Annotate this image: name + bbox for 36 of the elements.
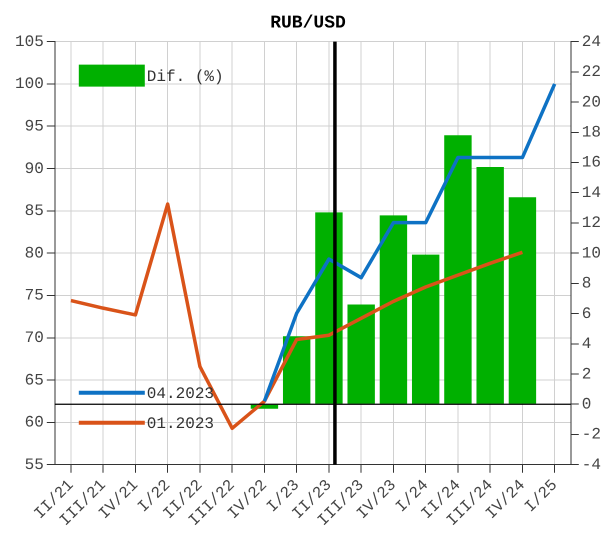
- y-tick-label: 60: [24, 414, 44, 432]
- y-tick-label: 85: [24, 202, 44, 220]
- y-tick-label: 105: [14, 32, 44, 51]
- y2-tick-label: 2: [582, 365, 592, 384]
- chart-title: RUB/USD: [270, 13, 346, 34]
- y-tick-label: 95: [24, 117, 44, 136]
- y-tick-label: 65: [24, 371, 44, 390]
- y2-tick-label: 8: [582, 274, 592, 293]
- legend-label: 04.2023: [146, 384, 214, 403]
- y-tick-label: 80: [24, 244, 44, 262]
- legend-label: 01.2023: [146, 414, 214, 433]
- y-tick-label: 75: [24, 286, 44, 305]
- y2-tick-label: 6: [582, 304, 592, 323]
- y2-tick-label: 16: [582, 154, 601, 172]
- y-tick-label: 70: [24, 328, 44, 347]
- y-tick-label: 90: [24, 160, 44, 178]
- y-tick-label: 100: [14, 75, 44, 94]
- bar: [444, 135, 472, 404]
- y2-tick-label: 0: [582, 395, 592, 414]
- y2-tick-label: 20: [582, 93, 601, 112]
- y-tick-label: 55: [24, 456, 44, 474]
- y2-tick-label: 14: [582, 184, 601, 202]
- y2-tick-label: -2: [582, 426, 601, 444]
- bar: [508, 197, 536, 404]
- y2-tick-label: 10: [582, 244, 601, 262]
- y2-tick-label: 4: [582, 335, 592, 354]
- bar: [412, 254, 440, 404]
- legend-label: Dif. (%): [146, 68, 224, 86]
- bar: [347, 304, 375, 404]
- bar: [380, 215, 408, 404]
- y2-tick-label: 24: [582, 32, 601, 51]
- y2-tick-label: -4: [582, 456, 601, 474]
- y2-tick-label: 22: [582, 63, 601, 82]
- y2-tick-label: 18: [582, 123, 601, 142]
- y2-tick-label: 12: [582, 214, 601, 232]
- bar: [476, 167, 504, 404]
